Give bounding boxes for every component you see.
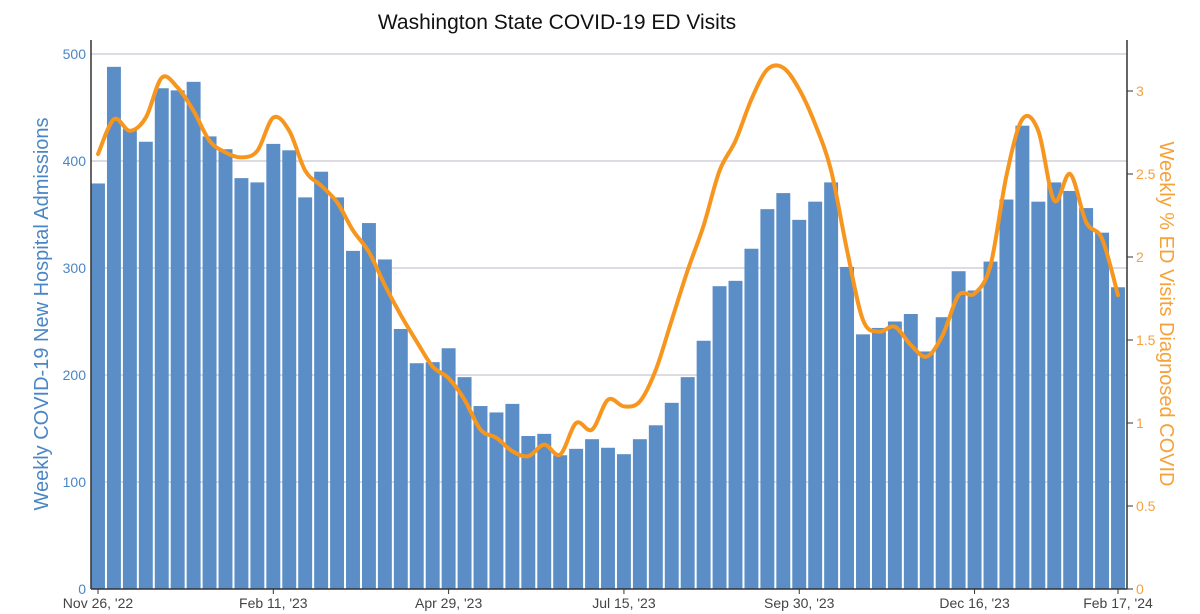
bar [983,261,998,589]
bar [1111,287,1125,589]
left-axis-title: Weekly COVID-19 New Hospital Admissions [31,117,53,510]
left-tick-label: 200 [63,367,87,383]
bar [776,193,791,589]
bar [728,280,743,589]
right-tick-label: 2.5 [1136,166,1156,182]
bar [393,328,408,589]
bar [712,286,727,589]
x-tick-label: Jul 15, '23 [592,595,656,611]
bar [585,439,600,589]
right-axis-title: Weekly % ED Visits Diagnosed COVID [1155,142,1177,487]
bar [792,219,807,589]
bar [632,439,647,589]
bar [1031,201,1046,589]
bar [951,271,966,589]
right-tick-label: 1 [1136,415,1144,431]
bar [824,182,839,589]
bar [473,406,488,589]
bar [505,403,520,589]
bar [330,197,345,589]
bar [601,447,615,589]
bar [377,259,392,589]
bar [409,363,424,589]
bar [1095,232,1110,589]
bar [616,454,631,589]
bar [680,377,695,589]
x-tick-label: Apr 29, '23 [415,595,482,611]
left-tick-label: 100 [63,474,87,490]
bar [744,248,759,590]
left-tick-label: 300 [63,260,87,276]
right-tick-label: 2 [1136,249,1144,265]
bar [234,178,249,589]
bar-series [91,66,1125,590]
bar [425,362,440,589]
left-tick-label: 0 [78,581,86,597]
bar [999,199,1014,589]
bar [441,348,456,589]
bar [935,317,950,589]
x-tick-label: Feb 11, '23 [239,595,308,611]
chart-title: Washington State COVID-19 ED Visits [378,11,736,34]
bar [346,250,360,589]
ed-visits-line [96,63,1120,459]
bar [521,435,536,589]
bar [1079,208,1094,589]
bar [250,182,265,589]
bar [361,223,376,589]
bar [840,266,855,589]
bar [122,128,137,589]
bar [967,290,982,589]
left-tick-label: 500 [63,46,87,62]
bar [1063,190,1078,589]
bar [808,201,823,589]
bar [106,66,121,590]
bar [569,448,584,589]
bar [489,412,504,589]
bar [170,90,185,589]
bar [553,455,568,589]
bar [154,88,169,590]
bar [186,81,201,589]
bar [91,183,105,589]
right-tick-label: 0 [1136,581,1144,597]
bar [202,136,217,589]
bar [298,197,313,589]
right-tick-label: 0.5 [1136,498,1156,514]
bar [903,314,918,589]
x-axis-ticks: Nov 26, '22 Feb 11, '23 Apr 29, '23 Jul 15,… [63,589,1153,611]
right-tick-label: 1.5 [1136,332,1156,348]
bar [696,340,711,589]
bar [887,321,902,589]
right-tick-label: 3 [1136,83,1144,99]
x-tick-label: Feb 17, '24 [1083,595,1153,611]
bar [282,150,297,590]
bar [457,377,472,589]
bar [537,433,552,589]
bar [1015,125,1030,589]
bar [760,209,775,589]
x-tick-label: Nov 26, '22 [63,595,134,611]
bar [266,143,281,589]
bar [664,402,679,589]
x-tick-label: Dec 16, '23 [939,595,1010,611]
bar [856,334,870,589]
bar [648,425,663,589]
bar [138,141,153,590]
bar [919,351,934,589]
bar [1047,182,1062,589]
bar [871,327,886,589]
x-tick-label: Sep 30, '23 [764,595,835,611]
left-axis-ticks: 0 100 200 300 400 500 [63,46,87,597]
right-axis-ticks: 0 0.5 1 1.5 2 2.5 3 [1127,83,1156,597]
left-tick-label: 400 [63,153,87,169]
bar [314,171,329,589]
bar [218,149,233,590]
